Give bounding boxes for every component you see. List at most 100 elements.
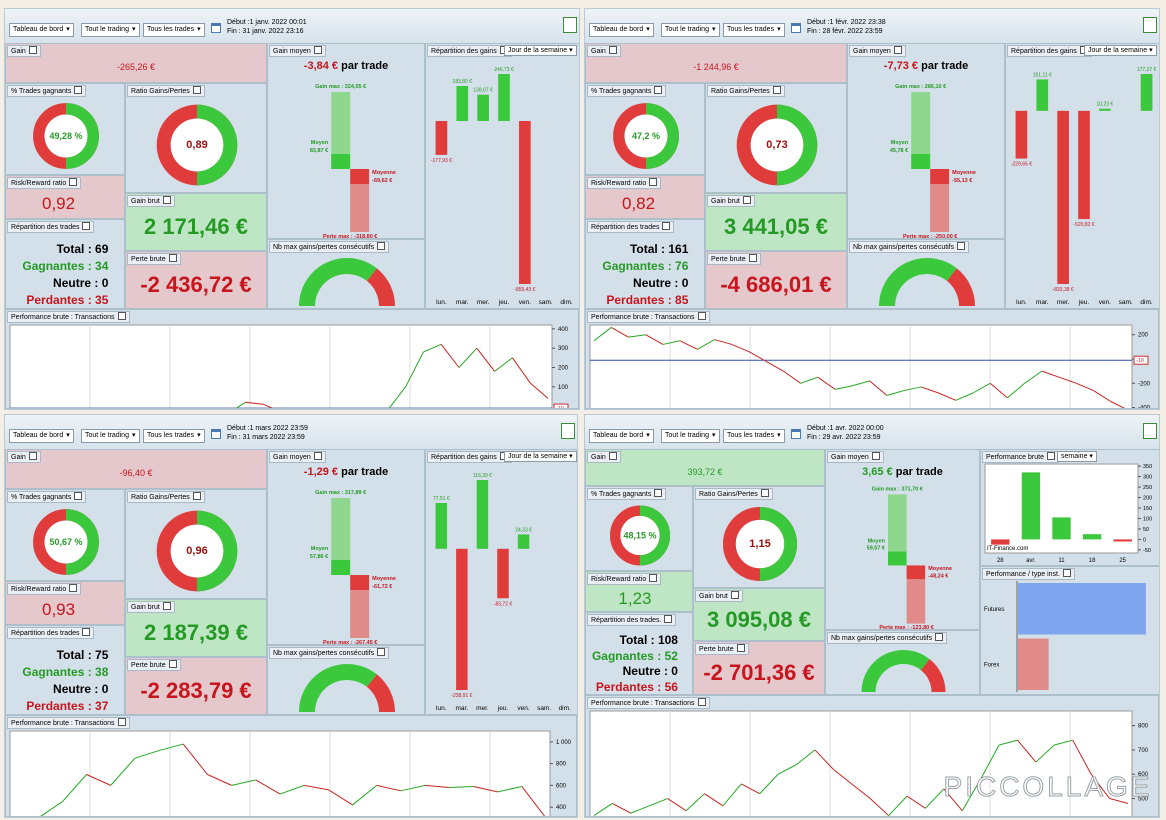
y-tick-label: 300 <box>1143 475 1152 481</box>
weekday-label: sam. <box>537 705 551 712</box>
line-segment <box>628 334 646 338</box>
line-segment <box>1054 739 1073 746</box>
dropdown-arrow: ▾ <box>131 26 136 33</box>
selector[interactable]: Jour de la semaine ▾ <box>504 451 577 462</box>
line-segment <box>1035 744 1055 763</box>
section-title: Nb max gains/pertes consécutifs <box>273 244 375 251</box>
calendar-icon[interactable] <box>211 23 221 33</box>
graphic: lun. -229,65 € mar. 151,11 € mer. -833,38 € je… <box>1011 67 1157 306</box>
performance-box: Performance brute : Transactions 1 000 800… <box>5 715 577 817</box>
pin-icon <box>117 718 126 726</box>
pin-icon <box>736 644 745 652</box>
dropdown-button[interactable]: Tout le trading ▾ <box>661 429 720 443</box>
pin-icon <box>772 86 781 94</box>
line-segment <box>497 785 522 793</box>
export-icon[interactable] <box>563 17 577 33</box>
line-segment <box>110 757 136 786</box>
donut-win <box>65 103 99 169</box>
weekday-bar <box>1099 108 1111 111</box>
gross-loss-box: Perte brute -2 283,79 € <box>125 657 267 715</box>
section-title: % Trades gagnants <box>11 494 72 501</box>
dropdown-label: Tous les trades <box>727 26 775 33</box>
selector[interactable]: semaine ▾ <box>1057 451 1097 462</box>
section-title: Ratio Gains/Pertes <box>131 88 190 95</box>
graphic: 48,15 % <box>609 505 671 566</box>
risk-reward-value: 0,82 <box>622 194 656 213</box>
pin-icon <box>608 46 617 54</box>
line-segment <box>955 392 974 401</box>
section-title: Performance brute : Transactions <box>11 720 115 727</box>
dropdown-button[interactable]: Tout le trading ▾ <box>661 23 720 37</box>
selector[interactable]: Jour de la semaine ▾ <box>1084 45 1157 56</box>
dropdown-label: Tout le trading <box>665 26 709 33</box>
section-title: Risk/Reward ratio <box>591 180 647 187</box>
streak-box: Nb max gains/pertes consécutifs <box>267 239 425 309</box>
weekly-bar <box>1052 517 1071 540</box>
dropdown-button[interactable]: Tableau de bord ▾ <box>589 23 654 37</box>
avg-loss-bar <box>930 169 950 184</box>
avg-win-bar <box>331 154 351 169</box>
calendar-icon[interactable] <box>211 429 221 439</box>
weekday-bar <box>519 121 531 285</box>
line-segment <box>1109 798 1129 804</box>
selector[interactable]: Jour de la semaine ▾ <box>504 45 577 56</box>
weekday-value-label: 138,07 € <box>473 88 493 94</box>
win-rate-box: % Trades gagnants 47,2 % <box>585 83 705 175</box>
export-icon[interactable] <box>1143 17 1157 33</box>
line-segment <box>1110 401 1126 408</box>
export-icon[interactable] <box>1143 423 1157 439</box>
section-title: Performance / type inst. <box>986 571 1060 578</box>
line-segment <box>473 785 498 793</box>
weekday-label: mar. <box>456 299 469 306</box>
export-icon[interactable] <box>561 423 575 439</box>
average-unit: par trade <box>921 60 969 72</box>
trades-losers: Perdantes : 37 <box>26 698 109 713</box>
max-loss-bar <box>930 184 950 232</box>
max-loss-label: Perte max : -267,45 € <box>323 640 377 645</box>
line-segment <box>388 386 406 408</box>
pin-icon <box>649 574 658 582</box>
performance-line <box>593 326 1126 408</box>
gain-value: 393,72 € <box>687 466 723 477</box>
dropdown-button[interactable]: Tout le trading ▾ <box>81 23 140 37</box>
line-segment <box>835 385 853 390</box>
gross-loss-value: -2 283,79 € <box>140 678 252 703</box>
dropdown-button[interactable]: Tous les trades ▾ <box>723 23 785 37</box>
section-header: % Trades gagnants <box>7 85 87 97</box>
dropdown-button[interactable]: Tous les trades ▾ <box>723 429 785 443</box>
dropdown-arrow: ▾ <box>646 432 650 439</box>
weekday-box: Répartition des gains Jour de la semaine … <box>425 43 579 309</box>
trades-winners: Gagnantes : 52 <box>591 648 678 663</box>
pin-icon <box>168 660 177 668</box>
max-loss-bar <box>906 579 926 624</box>
weekday-value-label: 24,33 € <box>515 527 532 533</box>
graphic: Gain max : 371,70 € Moyen 59,57 € Moyenne-4… <box>867 487 952 629</box>
weekly-bar <box>1113 539 1132 542</box>
gross-loss-value: -2 701,36 € <box>703 660 815 685</box>
dropdown-button[interactable]: Tous les trades ▾ <box>143 429 205 443</box>
section-title: Gain <box>11 454 26 461</box>
avg-win-label: Moyen <box>311 140 329 146</box>
trades-neutral: Neutre : 0 <box>622 664 678 679</box>
graphic: 50,67 % <box>33 509 99 575</box>
dropdown-button[interactable]: Tableau de bord ▾ <box>9 429 74 443</box>
average-box: Gain moyen -3,84 € par trade Gain max : 32… <box>267 43 425 239</box>
dropdown-button[interactable]: Tout le trading ▾ <box>81 429 140 443</box>
calendar-icon[interactable] <box>791 429 801 439</box>
gain-box: Gain -1 244,96 € <box>585 43 847 83</box>
dropdown-button[interactable]: Tableau de bord ▾ <box>589 429 654 443</box>
dropdown-button[interactable]: Tous les trades ▾ <box>143 23 205 37</box>
line-segment <box>458 347 478 368</box>
dropdown-button[interactable]: Tableau de bord ▾ <box>9 23 74 37</box>
dropdown-label: Tableau de bord <box>593 26 644 33</box>
avg-win-value: 83,87 € <box>310 148 328 154</box>
avg-loss-bar <box>906 565 926 580</box>
calendar-icon[interactable] <box>791 23 801 33</box>
donut-value: 50,67 % <box>49 537 82 547</box>
line-segment <box>961 778 982 811</box>
graphic: 350 300 250 200 150 100 50 0 -50 28 avr. 11 18 25 IT-F… <box>984 463 1152 564</box>
performance-line <box>235 343 549 408</box>
line-segment <box>714 339 732 345</box>
section-header: Gain brut <box>707 195 755 207</box>
donut-win <box>65 509 99 575</box>
